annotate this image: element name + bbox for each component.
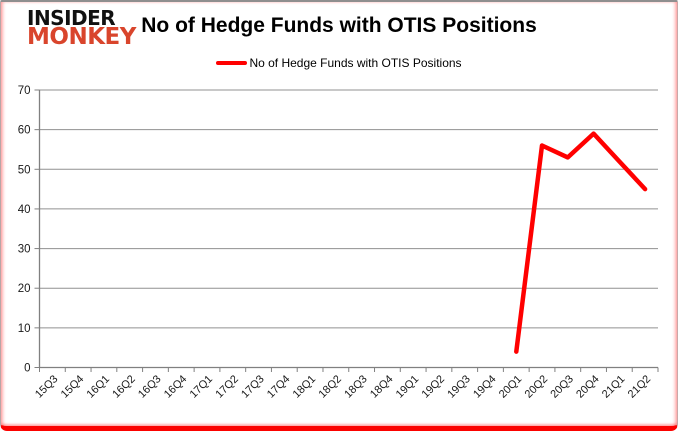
y-tick-label: 60 <box>18 125 31 137</box>
chart-title: No of Hedge Funds with OTIS Positions <box>141 14 537 37</box>
x-tick-label: 20Q3 <box>548 373 576 401</box>
y-tick-label: 0 <box>24 363 30 375</box>
x-tick-label: 16Q1 <box>85 373 113 401</box>
x-tick-label: 18Q1 <box>291 373 319 401</box>
x-tick-label: 19Q3 <box>445 373 473 401</box>
legend: No of Hedge Funds with OTIS Positions <box>0 56 678 70</box>
y-tick-label: 50 <box>18 164 31 176</box>
x-tick-label: 17Q2 <box>213 373 241 401</box>
y-tick-label: 30 <box>18 244 31 256</box>
x-tick-label: 21Q2 <box>626 373 654 401</box>
x-tick-label: 17Q1 <box>188 373 216 401</box>
y-tick-label: 10 <box>18 323 31 335</box>
x-tick-label: 19Q1 <box>394 373 422 401</box>
x-tick-label: 17Q4 <box>265 373 293 401</box>
x-tick-label: 18Q4 <box>368 373 396 401</box>
data-series-line <box>514 131 648 354</box>
x-tick-label: 19Q4 <box>471 373 499 401</box>
legend-label: No of Hedge Funds with OTIS Positions <box>249 56 462 70</box>
x-tick-label: 20Q4 <box>574 373 602 401</box>
x-tick-label: 15Q4 <box>59 373 87 401</box>
x-tick-label: 17Q3 <box>239 373 267 401</box>
x-tick-label: 16Q3 <box>136 373 164 401</box>
legend-line-swatch <box>216 61 248 65</box>
x-tick-label: 18Q2 <box>316 373 344 401</box>
logo-monkey-text: MONKEY <box>27 24 136 51</box>
x-tick-label: 20Q1 <box>497 373 525 401</box>
x-tick-label: 16Q2 <box>110 373 138 401</box>
y-tick-label: 40 <box>18 204 31 216</box>
logo-insider-text: INSIDER <box>27 6 116 30</box>
y-tick-label: 20 <box>18 283 31 295</box>
insider-monkey-logo: INSIDER MONKEY <box>27 6 136 51</box>
x-tick-label: 19Q2 <box>420 373 448 401</box>
x-tick-label: 20Q2 <box>523 373 551 401</box>
x-tick-label: 15Q3 <box>33 373 61 401</box>
x-tick-label: 16Q4 <box>162 373 190 401</box>
y-tick-label: 70 <box>18 85 31 97</box>
x-tick-label: 21Q1 <box>600 373 628 401</box>
x-tick-label: 18Q3 <box>342 373 370 401</box>
